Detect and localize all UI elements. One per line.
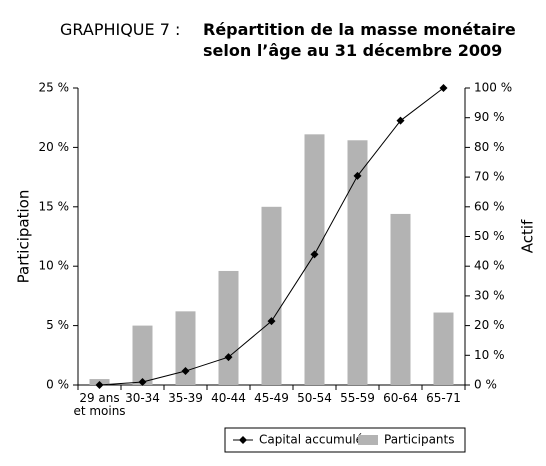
- x-tick-label: 30-34: [125, 391, 160, 405]
- x-tick-label: 60-64: [383, 391, 418, 405]
- bar: [347, 140, 368, 385]
- marker: [353, 171, 362, 180]
- y2-tick-label: 10 %: [474, 348, 505, 362]
- y2-tick-label: 80 %: [474, 140, 505, 154]
- y-tick-label: 0 %: [46, 378, 69, 392]
- bar: [261, 206, 282, 385]
- y2-tick-label: 30 %: [474, 288, 505, 302]
- y-axis-label: Participation: [15, 190, 33, 284]
- x-tick-label: 65-71: [426, 391, 461, 405]
- marker: [396, 116, 405, 125]
- bar: [390, 213, 411, 385]
- marker: [224, 353, 233, 362]
- y-tick-label: 20 %: [39, 140, 70, 154]
- x-tick-label: 35-39: [168, 391, 203, 405]
- chart-label: GRAPHIQUE 7 :: [60, 20, 181, 39]
- marker: [138, 378, 147, 387]
- y2-axis-label: Actif: [519, 219, 537, 253]
- y2-tick-label: 90 %: [474, 110, 505, 124]
- legend-label: Participants: [384, 433, 455, 447]
- y-tick-label: 10 %: [39, 259, 70, 273]
- legend-swatch: [358, 435, 378, 445]
- legend-marker: [239, 436, 247, 444]
- bar: [218, 270, 239, 385]
- chart-title: Répartition de la masse monétaire: [203, 20, 516, 39]
- y-tick-label: 5 %: [46, 318, 69, 332]
- x-tick-label: 55-59: [340, 391, 375, 405]
- bar: [175, 311, 196, 385]
- bar: [304, 134, 325, 385]
- y2-tick-label: 100 %: [474, 81, 512, 95]
- marker: [95, 381, 104, 389]
- y2-tick-label: 60 %: [474, 199, 505, 213]
- marker: [439, 84, 448, 92]
- legend-box: [224, 427, 466, 453]
- y2-tick-label: 20 %: [474, 318, 505, 332]
- bar: [132, 325, 153, 385]
- chart-title: selon l’âge au 31 décembre 2009: [203, 41, 503, 60]
- y-tick-label: 25 %: [39, 81, 70, 95]
- legend-label: Capital accumulé: [259, 433, 363, 447]
- marker: [181, 367, 190, 376]
- y-tick-label: 15 %: [39, 199, 70, 213]
- x-tick-label: 40-44: [211, 391, 246, 405]
- marker: [310, 250, 319, 259]
- y2-tick-label: 70 %: [474, 170, 505, 184]
- y2-tick-label: 50 %: [474, 229, 505, 243]
- bar: [433, 312, 454, 385]
- x-tick-label: 29 ans et moins: [73, 391, 126, 418]
- marker: [267, 317, 276, 326]
- x-tick-label: 45-49: [254, 391, 289, 405]
- x-tick-label: 50-54: [297, 391, 332, 405]
- y2-tick-label: 0 %: [474, 378, 497, 392]
- y2-tick-label: 40 %: [474, 259, 505, 273]
